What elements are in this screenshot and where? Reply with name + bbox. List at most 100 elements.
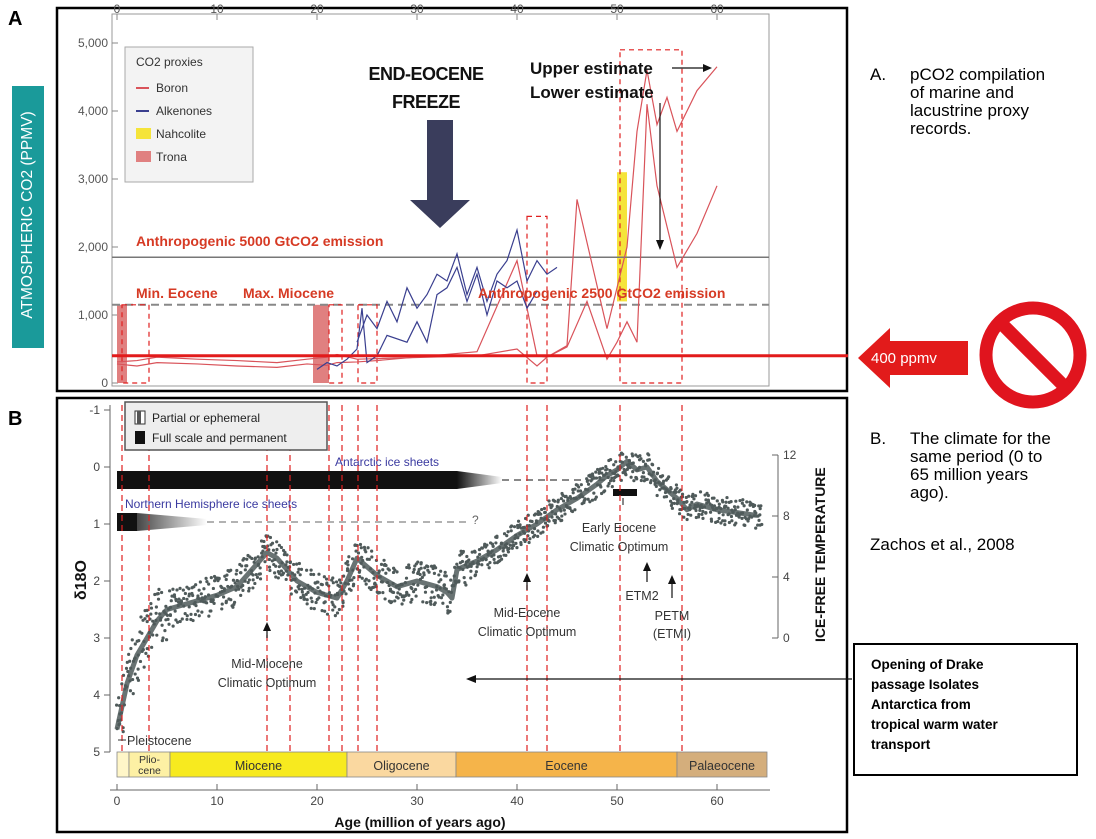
d18o-point (309, 568, 313, 572)
d18o-point (297, 587, 301, 591)
panel-a-plot-area (111, 13, 770, 387)
d18o-point (624, 455, 628, 459)
d18o-point (174, 618, 178, 622)
d18o-point (753, 503, 757, 507)
d18o-point (253, 556, 257, 560)
petm-label: (ETMI) (653, 627, 691, 641)
d18o-point (405, 565, 409, 570)
d18o-point (740, 501, 744, 505)
d18o-point (379, 562, 384, 566)
x-tick-label-a: 0 (114, 2, 121, 16)
d18o-point (678, 488, 683, 492)
d18o-point (510, 546, 514, 550)
d18o-point (381, 568, 385, 572)
d18o-point (461, 549, 465, 554)
d18o-point (723, 522, 727, 527)
y-tick-label-a: 3,000 (78, 172, 108, 186)
d18o-point (684, 495, 688, 500)
d18o-point (185, 614, 189, 618)
d18o-point (185, 597, 189, 601)
antarctic-ice-bar (117, 471, 457, 489)
d18o-point (725, 495, 729, 500)
d18o-point (383, 597, 387, 601)
legend-a-swatch (136, 128, 151, 139)
d18o-point (170, 594, 174, 598)
d18o-point (258, 572, 262, 576)
d18o-point (367, 557, 371, 561)
legend-b: Partial or ephemeral Full scale and perma… (124, 401, 328, 451)
d18o-point (732, 505, 737, 509)
d18o-point (128, 689, 133, 693)
antarctic-ice-taper (457, 471, 502, 489)
d18o-point (164, 638, 169, 642)
d18o-point (145, 619, 149, 624)
d18o-point (407, 593, 411, 597)
guide-box-a (328, 304, 343, 384)
d18o-point (372, 585, 376, 589)
d18o-point (528, 537, 532, 541)
d18o-point (719, 521, 723, 525)
x-tick-label-b: 20 (310, 794, 324, 808)
d18o-point (506, 550, 511, 554)
d18o-point (258, 577, 263, 581)
chart-a: 0 10 20 30 40 50 60 0 1,000 2,000 3,000 4,000 5,000 C… (78, 2, 968, 390)
d18o-point (259, 539, 264, 543)
d18o-point (233, 581, 237, 585)
d18o-point (149, 602, 153, 606)
d18o-point (414, 594, 418, 598)
epoch-band (128, 751, 171, 778)
d18o-point (144, 651, 148, 655)
d18o-point (448, 609, 452, 613)
epoch-band (346, 751, 457, 778)
d18o-point (474, 570, 478, 574)
d18o-point (405, 590, 409, 594)
d18o-point (696, 515, 701, 519)
d18o-point (664, 495, 669, 499)
d18o-point (585, 477, 589, 481)
d18o-point (388, 587, 393, 591)
d18o-point (247, 578, 251, 582)
x-tick-label-b: 0 (114, 794, 121, 808)
d18o-point (183, 591, 187, 596)
d18o-point (432, 595, 436, 599)
d18o-point (698, 490, 703, 494)
d18o-point (758, 513, 762, 517)
d18o-point (729, 514, 734, 519)
d18o-point (194, 583, 198, 587)
d18o-point (682, 515, 686, 519)
d18o-point (130, 638, 134, 642)
d18o-point (518, 523, 522, 527)
d18o-point (654, 484, 658, 488)
d18o-point (175, 588, 179, 592)
d18o-point (312, 572, 316, 577)
d18o-point (322, 575, 326, 579)
d18o-point (573, 508, 577, 512)
d18o-point (677, 512, 682, 516)
d18o-point (473, 574, 477, 578)
d18o-point (429, 599, 433, 604)
d18o-point (193, 612, 198, 617)
d18o-point (229, 568, 233, 572)
d18o-point (745, 500, 749, 504)
d18o-point (431, 566, 435, 571)
d18o-point (159, 590, 164, 595)
d18o-point (693, 494, 698, 498)
d18o-point (756, 523, 760, 527)
d18o-point (342, 574, 346, 578)
d18o-point (448, 600, 452, 605)
d18o-point (168, 589, 172, 593)
x-tick-label-a: 40 (510, 2, 524, 16)
co2-axis-label-box: ATMOSPHERIC CO2 (PPMV) (12, 86, 44, 348)
d18o-point (352, 582, 356, 586)
lower-estimate-label: Lower estimate (530, 83, 654, 102)
d18o-point (285, 560, 289, 564)
nh-ice-taper (117, 513, 207, 531)
d18o-point (416, 583, 420, 587)
epoch-band (455, 751, 678, 778)
d18o-point (488, 560, 492, 565)
d18o-point (421, 600, 425, 604)
d18o-point (247, 589, 251, 593)
d18o-point (508, 543, 512, 547)
d18o-point (177, 597, 181, 601)
